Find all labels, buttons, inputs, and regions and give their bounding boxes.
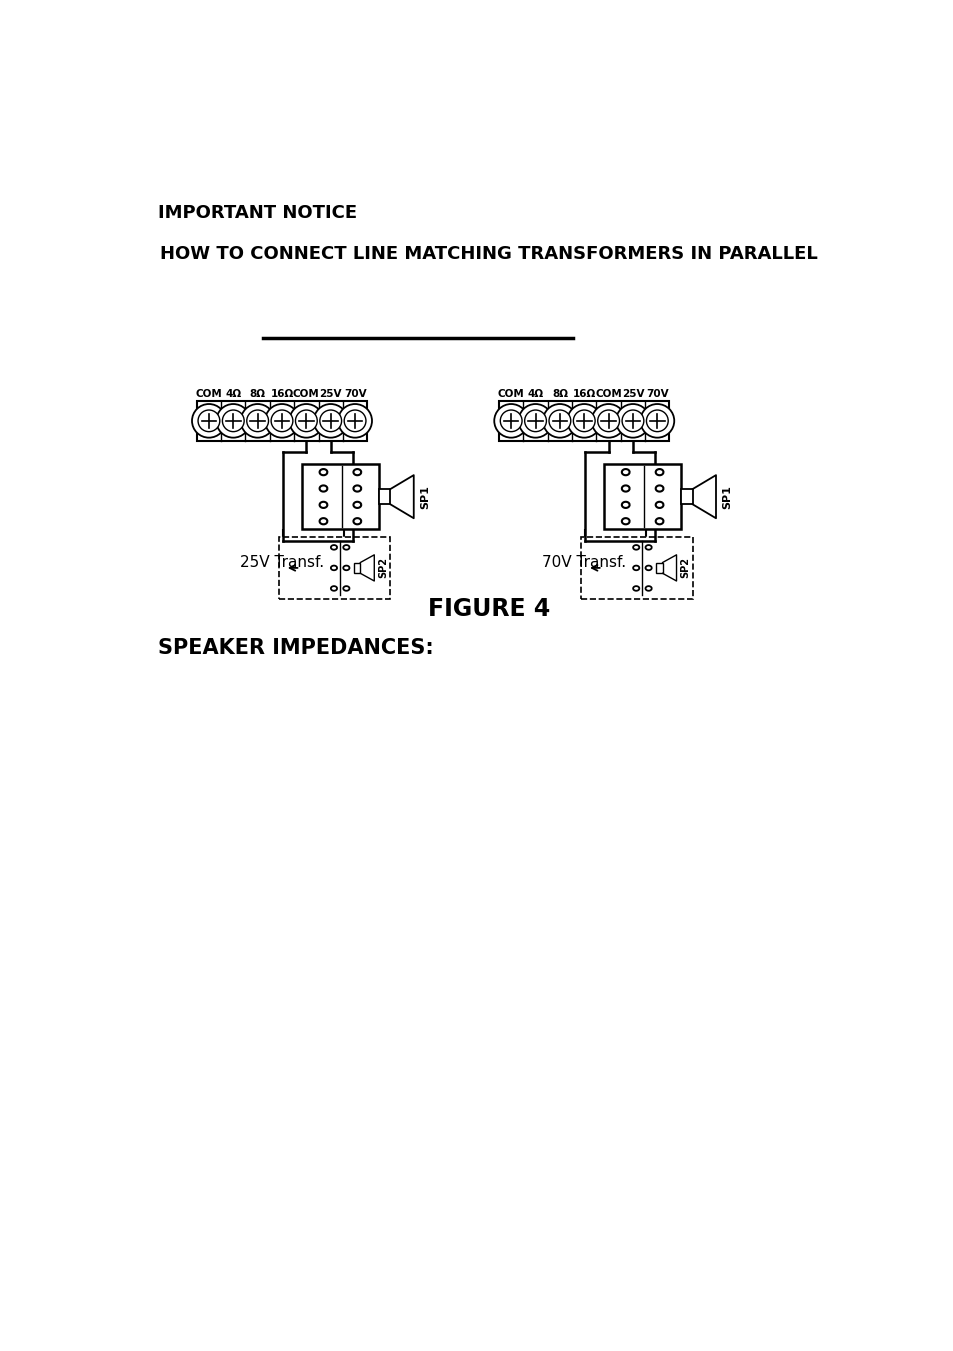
Text: COM: COM	[595, 389, 621, 399]
Text: 4Ω: 4Ω	[527, 389, 543, 399]
Polygon shape	[692, 476, 716, 519]
Circle shape	[271, 411, 293, 432]
Text: COM: COM	[293, 389, 319, 399]
Bar	[656, 562, 662, 573]
Text: COM: COM	[497, 389, 524, 399]
Text: SPEAKER IMPEDANCES:: SPEAKER IMPEDANCES:	[158, 638, 434, 658]
Text: 16Ω: 16Ω	[572, 389, 596, 399]
Bar	[278, 538, 390, 598]
Circle shape	[337, 404, 372, 438]
Text: SP2: SP2	[679, 558, 690, 578]
Bar	[378, 489, 390, 504]
Circle shape	[524, 411, 546, 432]
Text: IMPORTANT NOTICE: IMPORTANT NOTICE	[158, 204, 356, 223]
Circle shape	[265, 404, 298, 438]
Text: 8Ω: 8Ω	[250, 389, 265, 399]
Circle shape	[548, 411, 570, 432]
Text: 16Ω: 16Ω	[270, 389, 294, 399]
Text: 4Ω: 4Ω	[225, 389, 241, 399]
Circle shape	[295, 411, 317, 432]
Text: SP1: SP1	[419, 485, 430, 508]
Circle shape	[499, 411, 521, 432]
Polygon shape	[662, 555, 676, 581]
Text: 25V Transf.: 25V Transf.	[240, 555, 324, 570]
Circle shape	[314, 404, 347, 438]
Circle shape	[344, 411, 366, 432]
Text: 70V: 70V	[343, 389, 366, 399]
Bar	[680, 489, 692, 504]
Text: HOW TO CONNECT LINE MATCHING TRANSFORMERS IN PARALLEL: HOW TO CONNECT LINE MATCHING TRANSFORMER…	[160, 246, 817, 263]
Circle shape	[567, 404, 600, 438]
Polygon shape	[360, 555, 374, 581]
Circle shape	[646, 411, 667, 432]
Bar	[603, 463, 680, 530]
Bar	[580, 538, 692, 598]
Circle shape	[240, 404, 274, 438]
Bar	[196, 401, 367, 440]
Text: 70V Transf.: 70V Transf.	[541, 555, 626, 570]
Circle shape	[198, 411, 219, 432]
Text: FIGURE 4: FIGURE 4	[427, 597, 550, 621]
Text: 8Ω: 8Ω	[552, 389, 567, 399]
Circle shape	[319, 411, 341, 432]
Circle shape	[639, 404, 674, 438]
Bar	[498, 401, 669, 440]
Circle shape	[598, 411, 618, 432]
Circle shape	[542, 404, 577, 438]
Circle shape	[616, 404, 649, 438]
Bar	[354, 562, 360, 573]
Text: 25V: 25V	[319, 389, 341, 399]
Circle shape	[591, 404, 625, 438]
Circle shape	[518, 404, 552, 438]
Circle shape	[289, 404, 323, 438]
Circle shape	[621, 411, 643, 432]
Circle shape	[222, 411, 244, 432]
Polygon shape	[390, 476, 414, 519]
Text: 70V: 70V	[645, 389, 668, 399]
Circle shape	[494, 404, 528, 438]
Circle shape	[573, 411, 595, 432]
Circle shape	[192, 404, 226, 438]
Circle shape	[247, 411, 268, 432]
Circle shape	[216, 404, 250, 438]
Bar	[301, 463, 378, 530]
Text: COM: COM	[195, 389, 222, 399]
Text: 25V: 25V	[621, 389, 643, 399]
Text: SP1: SP1	[721, 485, 732, 508]
Text: SP2: SP2	[377, 558, 388, 578]
